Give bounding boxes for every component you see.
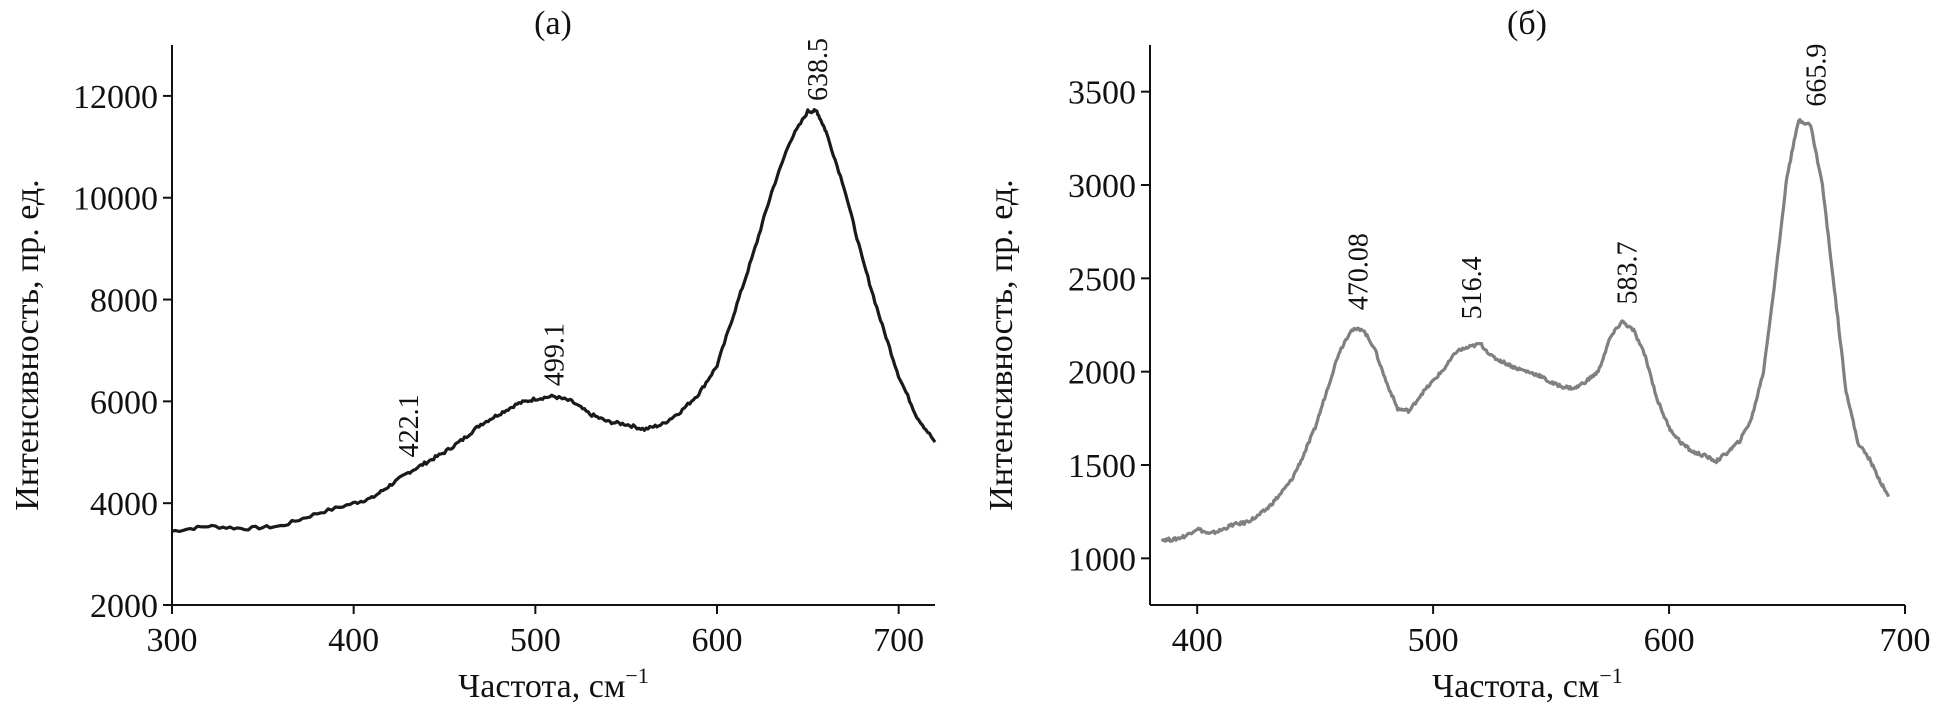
panel-1-peak-label: 665.9 (1801, 44, 1832, 107)
panel-1-peak-label: 516.4 (1457, 256, 1488, 319)
panel-0-title: (а) (534, 5, 572, 42)
panel-1-spectrum-line (1160, 118, 1891, 543)
panel-1-y-tick-label: 3500 (1068, 75, 1136, 112)
panel-0-y-tick-label: 10000 (73, 181, 158, 218)
panel-0-y-tick-label: 12000 (73, 79, 158, 116)
panel-1-chart: 400 500 600 700 1000 1500 2000 2500 3000 3500 (б) Ч… (983, 5, 1931, 705)
panel-0-x-axis-label-main: Частота, см (458, 668, 625, 705)
panel-0-x-tick-label: 700 (873, 622, 924, 659)
panel-1-y-tick-label: 2500 (1068, 261, 1136, 298)
panel-1-y-tick-label: 1500 (1068, 448, 1136, 485)
panel-1-x-axis-label: Частота, см−1 (1432, 663, 1623, 705)
panel-0-x-tick-label: 500 (510, 622, 561, 659)
panel-1-x-axis-label-exponent: −1 (1599, 663, 1622, 688)
panel-1-y-tick-label: 3000 (1068, 168, 1136, 205)
panel-0-y-tick-label: 6000 (90, 384, 158, 421)
panel-1-peak-label: 470.08 (1344, 233, 1375, 310)
panel-0-peak-label: 499.1 (540, 323, 571, 386)
panel-1-x-tick-label: 500 (1408, 622, 1459, 659)
panel-0-spectrum-line (171, 108, 937, 534)
panel-0-chart: 300 400 500 600 700 2000 4000 6000 8000 10000 1200… (9, 5, 937, 705)
panel-1-x-tick-label: 700 (1880, 622, 1931, 659)
panel-0-x-axis-label-exponent: −1 (625, 663, 648, 688)
panel-0-x-tick-label: 400 (328, 622, 379, 659)
panel-0-x-tick-label: 300 (147, 622, 198, 659)
panel-0-y-tick-label: 4000 (90, 486, 158, 523)
panel-1-x-axis-label-main: Частота, см (1432, 668, 1599, 705)
panel-0-y-axis-label: Интенсивность, пр. ед. (9, 179, 46, 510)
panel-1-x-tick-label: 400 (1172, 622, 1223, 659)
panel-0-x-tick-label: 600 (692, 622, 743, 659)
panel-1-x-tick-label: 600 (1644, 622, 1695, 659)
panel-1-title: (б) (1507, 5, 1547, 42)
panel-0-peak-label: 422.1 (394, 394, 425, 457)
panel-0-peak-label: 638.5 (803, 38, 834, 101)
panel-1-peak-label: 583.7 (1613, 241, 1644, 304)
panel-0-x-axis-label: Частота, см−1 (458, 663, 649, 705)
panel-0-y-tick-label: 2000 (90, 588, 158, 625)
panel-1-y-tick-label: 2000 (1068, 355, 1136, 392)
panel-1-y-axis-label: Интенсивность, пр. ед. (983, 179, 1020, 510)
panel-0-y-tick-label: 8000 (90, 283, 158, 320)
panel-1-y-tick-label: 1000 (1068, 541, 1136, 578)
